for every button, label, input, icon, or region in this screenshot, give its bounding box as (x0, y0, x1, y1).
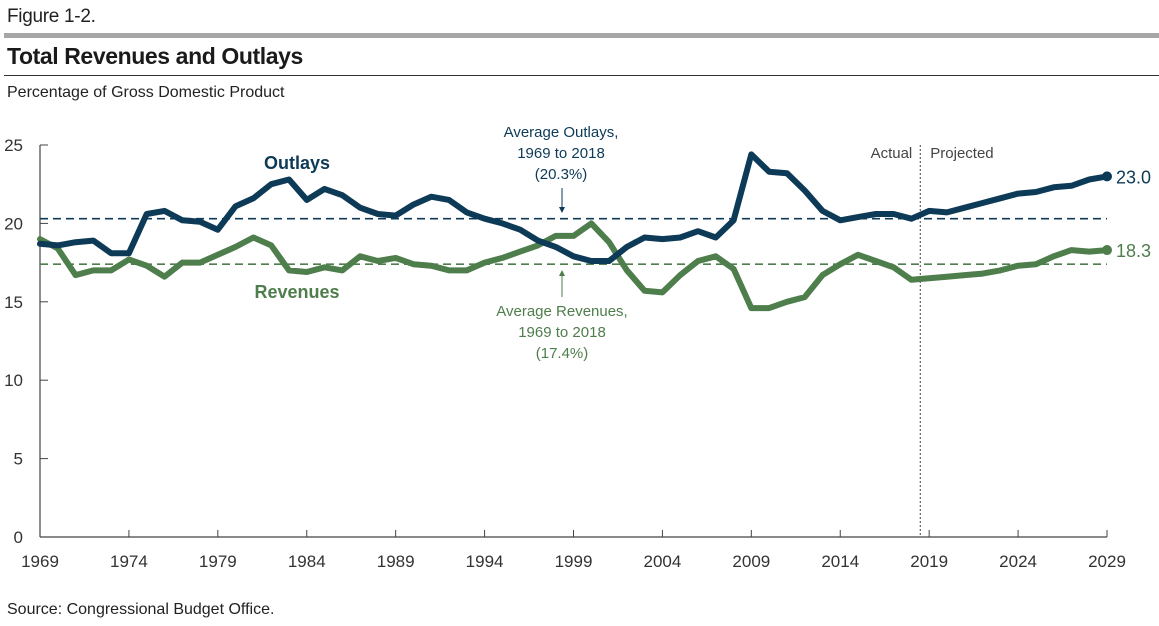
x-tick-label: 2019 (910, 552, 948, 571)
average-outlays-label: 1969 to 2018 (517, 145, 605, 162)
y-tick-label: 15 (4, 293, 23, 312)
y-tick-label: 0 (14, 528, 23, 547)
x-tick-label: 1984 (288, 552, 326, 571)
endpoint-marker-outlays (1102, 171, 1112, 182)
x-tick-label: 1989 (377, 552, 415, 571)
average-outlays-arrowhead (559, 207, 565, 213)
average-revenues-label: (17.4%) (536, 345, 589, 362)
annotations: Outlays Revenues Average Outlays, 1969 to 2… (254, 124, 993, 362)
chart-title: Total Revenues and Outlays (7, 43, 303, 69)
average-revenues-arrowhead (559, 270, 565, 276)
series-lines: 18.3 23.0 (37, 151, 1151, 312)
projected-label: Projected (930, 145, 993, 162)
x-tick-label: 1974 (110, 552, 148, 571)
x-tick-label: 1969 (21, 552, 59, 571)
actual-label: Actual (871, 145, 913, 162)
endpoint-label-outlays: 23.0 (1116, 167, 1151, 187)
series-label-revenues: Revenues (254, 282, 339, 302)
x-tick-label: 2004 (644, 552, 682, 571)
endpoint-label-revenues: 18.3 (1116, 241, 1151, 261)
y-tick-label: 10 (4, 371, 23, 390)
x-tick-label: 1994 (466, 552, 504, 571)
reference-lines (40, 145, 1107, 537)
series-label-outlays: Outlays (264, 153, 330, 173)
source-note: Source: Congressional Budget Office. (7, 601, 275, 618)
x-tick-label: 1979 (199, 552, 237, 571)
y-tick-label: 20 (4, 214, 23, 233)
title-rule (4, 75, 1159, 76)
average-revenues-label: 1969 to 2018 (518, 324, 606, 341)
x-tick-label: 1999 (555, 552, 593, 571)
series-line-revenues (37, 220, 1110, 312)
average-revenues-label: Average Revenues, (496, 303, 627, 320)
endpoint-marker-revenues (1102, 245, 1112, 256)
y-tick-label: 25 (4, 136, 23, 155)
header-rule (4, 33, 1159, 38)
x-tick-label: 2014 (821, 552, 859, 571)
average-outlays-label: Average Outlays, (504, 124, 619, 141)
series-line-outlays (37, 151, 1110, 264)
figure-label: Figure 1-2. (7, 6, 96, 27)
axes: 0 5 10 15 20 25 1969 1974 1979 1984 1989 1994 1999 20… (4, 136, 1126, 571)
average-outlays-label: (20.3%) (535, 166, 588, 183)
x-tick-label: 2024 (999, 552, 1037, 571)
x-tick-label: 2009 (732, 552, 770, 571)
chart-subtitle: Percentage of Gross Domestic Product (7, 84, 285, 101)
x-tick-label: 2029 (1088, 552, 1126, 571)
y-tick-label: 5 (14, 450, 23, 469)
